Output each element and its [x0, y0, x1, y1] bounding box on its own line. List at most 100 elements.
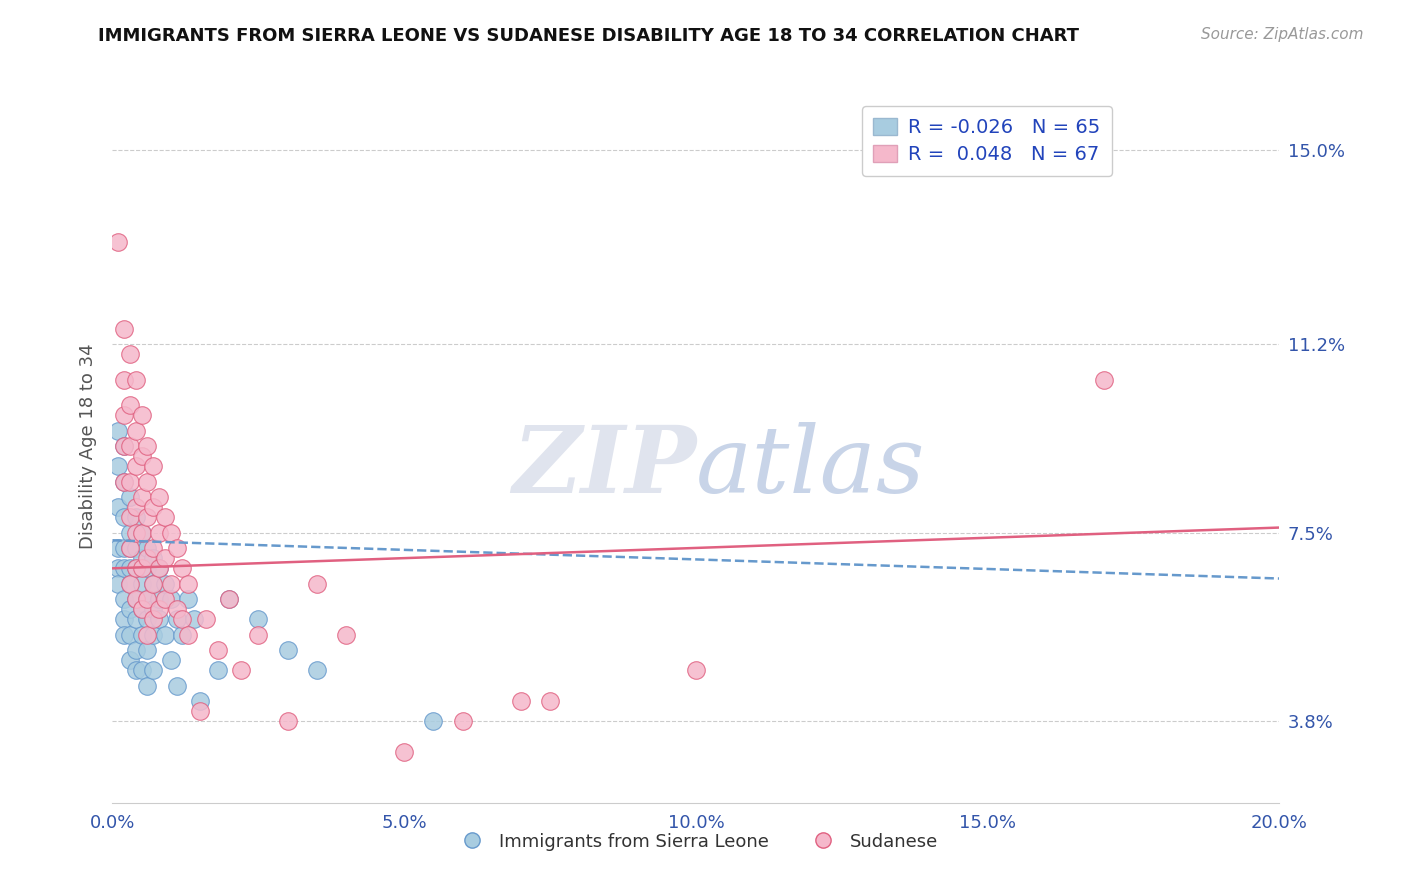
Point — [112, 541, 135, 555]
Point — [136, 551, 159, 566]
Point — [166, 541, 188, 555]
Point — [148, 602, 170, 616]
Point — [153, 551, 176, 566]
Legend: Immigrants from Sierra Leone, Sudanese: Immigrants from Sierra Leone, Sudanese — [447, 826, 945, 858]
Point — [142, 541, 165, 555]
Point — [188, 694, 211, 708]
Point — [125, 500, 148, 515]
Point — [136, 439, 159, 453]
Point — [136, 475, 159, 489]
Point — [125, 612, 148, 626]
Point — [118, 525, 141, 540]
Point — [177, 576, 200, 591]
Point — [160, 653, 183, 667]
Point — [247, 612, 270, 626]
Point — [112, 561, 135, 575]
Point — [125, 525, 148, 540]
Point — [160, 591, 183, 606]
Point — [112, 439, 135, 453]
Point — [131, 663, 153, 677]
Point — [107, 459, 129, 474]
Point — [118, 627, 141, 641]
Point — [142, 602, 165, 616]
Text: ZIP: ZIP — [512, 423, 696, 512]
Point — [685, 663, 707, 677]
Point — [422, 714, 444, 729]
Point — [136, 591, 159, 606]
Point — [160, 525, 183, 540]
Point — [118, 439, 141, 453]
Point — [118, 475, 141, 489]
Point — [172, 627, 194, 641]
Point — [148, 591, 170, 606]
Text: Source: ZipAtlas.com: Source: ZipAtlas.com — [1201, 27, 1364, 42]
Point — [166, 612, 188, 626]
Point — [131, 576, 153, 591]
Point — [148, 490, 170, 504]
Point — [107, 561, 129, 575]
Point — [136, 627, 159, 641]
Point — [148, 525, 170, 540]
Point — [305, 663, 328, 677]
Point — [509, 694, 531, 708]
Text: IMMIGRANTS FROM SIERRA LEONE VS SUDANESE DISABILITY AGE 18 TO 34 CORRELATION CHA: IMMIGRANTS FROM SIERRA LEONE VS SUDANESE… — [98, 27, 1080, 45]
Point — [107, 576, 129, 591]
Point — [177, 591, 200, 606]
Point — [131, 561, 153, 575]
Point — [125, 510, 148, 524]
Point — [188, 704, 211, 718]
Point — [118, 561, 141, 575]
Point — [172, 612, 194, 626]
Point — [131, 551, 153, 566]
Point — [142, 459, 165, 474]
Point — [207, 663, 229, 677]
Point — [335, 627, 357, 641]
Point — [172, 561, 194, 575]
Point — [131, 409, 153, 423]
Point — [142, 551, 165, 566]
Point — [118, 541, 141, 555]
Point — [142, 576, 165, 591]
Point — [131, 602, 153, 616]
Point — [118, 541, 141, 555]
Point — [131, 602, 153, 616]
Point — [194, 612, 217, 626]
Point — [112, 409, 135, 423]
Point — [112, 322, 135, 336]
Point — [136, 510, 159, 524]
Point — [125, 663, 148, 677]
Point — [166, 602, 188, 616]
Point — [112, 591, 135, 606]
Point — [153, 510, 176, 524]
Point — [276, 643, 298, 657]
Point — [538, 694, 561, 708]
Point — [394, 745, 416, 759]
Point — [112, 510, 135, 524]
Point — [112, 475, 135, 489]
Point — [112, 627, 135, 641]
Point — [218, 591, 240, 606]
Point — [118, 576, 141, 591]
Point — [125, 591, 148, 606]
Point — [131, 525, 153, 540]
Point — [107, 424, 129, 438]
Point — [153, 576, 176, 591]
Point — [125, 561, 148, 575]
Point — [118, 602, 141, 616]
Point — [1094, 373, 1116, 387]
Point — [177, 627, 200, 641]
Point — [451, 714, 474, 729]
Point — [207, 643, 229, 657]
Point — [125, 643, 148, 657]
Point — [112, 373, 135, 387]
Point — [118, 398, 141, 412]
Point — [247, 627, 270, 641]
Point — [112, 612, 135, 626]
Point — [153, 591, 176, 606]
Point — [136, 679, 159, 693]
Point — [107, 235, 129, 249]
Point — [136, 561, 159, 575]
Point — [142, 663, 165, 677]
Point — [112, 439, 135, 453]
Point — [166, 679, 188, 693]
